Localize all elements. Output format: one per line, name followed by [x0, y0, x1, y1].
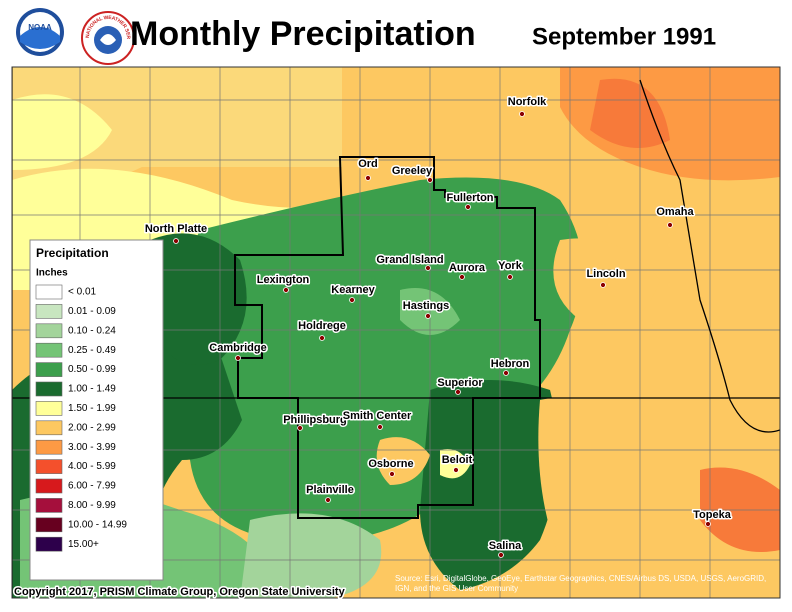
city-label: Phillipsburg	[283, 414, 347, 426]
city-dot	[283, 287, 289, 293]
legend-label: 10.00 - 14.99	[68, 519, 127, 530]
city-dot	[600, 282, 606, 288]
legend-swatch	[35, 420, 63, 436]
city-label: Beloit	[442, 454, 473, 466]
city-label: Greeley	[392, 165, 433, 177]
city-label: Superior	[437, 377, 483, 389]
city-dot	[503, 370, 509, 376]
legend-label: 0.25 - 0.49	[68, 345, 116, 356]
legend-swatch	[35, 342, 63, 358]
legend-label: 2.00 - 2.99	[68, 422, 116, 433]
city-dot	[425, 313, 431, 319]
city-label: Aurora	[449, 262, 486, 274]
noaa-text: NOAA	[28, 23, 52, 32]
legend-swatch	[35, 401, 63, 416]
city-label: Cambridge	[209, 342, 266, 354]
city-label: Fullerton	[446, 192, 493, 204]
city-dot	[377, 424, 383, 430]
legend-swatch	[35, 362, 63, 377]
legend-label: 8.00 - 9.99	[68, 500, 116, 511]
legend: Precipitation Inches < 0.01 0.01 - 0.09 0.…	[29, 239, 164, 581]
city-label: Ord	[358, 158, 378, 170]
legend-label: 0.01 - 0.09	[68, 306, 116, 317]
legend-label: 1.50 - 1.99	[68, 403, 116, 414]
legend-swatch	[35, 304, 63, 319]
legend-label: < 0.01	[68, 287, 97, 298]
legend-swatch	[35, 381, 63, 397]
city-label: Plainville	[306, 484, 354, 496]
city-dot	[173, 238, 179, 244]
city-label: Lexington	[257, 274, 310, 286]
city-dot	[667, 222, 673, 228]
legend-swatch	[35, 478, 63, 494]
city-dot	[519, 111, 525, 117]
legend-swatch	[35, 498, 63, 513]
title: Monthly Precipitation	[130, 15, 476, 53]
source-box: Source: Esri, DigitalGlobe, GeoEye, Eart…	[395, 574, 767, 593]
noaa-logo: NOAA	[16, 8, 64, 56]
city-dot	[319, 335, 325, 341]
city-label: Hebron	[491, 358, 530, 370]
city-dot	[507, 274, 513, 280]
city-label: Salina	[489, 540, 522, 552]
subtitle: September 1991	[532, 23, 716, 50]
city-dot	[349, 297, 355, 303]
city-label: Lincoln	[586, 268, 625, 280]
copyright: Copyright 2017, PRISM Climate Group, Ore…	[14, 586, 346, 598]
legend-label: 4.00 - 5.99	[68, 461, 116, 472]
legend-label: 0.10 - 0.24	[68, 325, 116, 336]
city-label: North Platte	[145, 223, 207, 235]
city-dot	[325, 497, 331, 503]
cities: Ord Greeley Norfolk Fullerton North Platte Om…	[143, 94, 733, 558]
legend-title: Precipitation	[36, 246, 109, 260]
legend-label: 15.00+	[68, 539, 99, 550]
legend-swatch	[35, 323, 63, 339]
legend-label: 6.00 - 7.99	[68, 481, 116, 492]
legend-swatch	[35, 517, 63, 533]
city-label: Norfolk	[508, 96, 547, 108]
city-label: Holdrege	[298, 320, 346, 332]
city-label: Topeka	[693, 509, 732, 521]
legend-units: Inches	[36, 268, 68, 279]
city-dot	[389, 471, 395, 477]
city-dot	[427, 177, 433, 183]
legend-label: 3.00 - 3.99	[68, 442, 116, 453]
legend-swatch	[35, 284, 63, 300]
city-label: Hastings	[403, 300, 449, 312]
city-dot	[235, 355, 241, 361]
legend-swatch	[35, 459, 63, 474]
city-label: Osborne	[368, 458, 413, 470]
legend-swatch	[35, 536, 63, 552]
city-label: Kearney	[331, 284, 375, 296]
city-label: Smith Center	[343, 410, 412, 422]
city-dot	[453, 467, 459, 473]
city-dot	[425, 265, 431, 271]
city-dot	[498, 552, 504, 558]
legend-swatch	[35, 439, 63, 455]
source-credit: Source: Esri, DigitalGlobe, GeoEye, Eart…	[395, 574, 767, 593]
city-dot	[297, 425, 303, 431]
city-label: York	[498, 260, 523, 272]
legend-label: 0.50 - 0.99	[68, 364, 116, 375]
city-dot	[455, 389, 461, 395]
city-dot	[705, 521, 711, 527]
city-label: Omaha	[656, 206, 694, 218]
city-dot	[459, 274, 465, 280]
city-label: Grand Island	[376, 254, 443, 266]
city-dot	[365, 175, 371, 181]
legend-label: 1.00 - 1.49	[68, 384, 116, 395]
city-dot	[465, 204, 471, 210]
